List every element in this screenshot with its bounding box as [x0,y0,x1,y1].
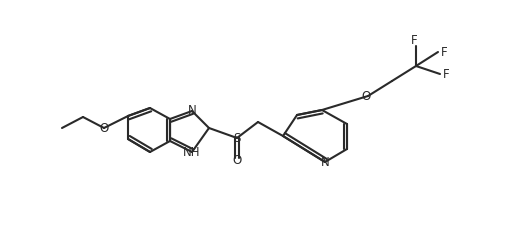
Text: N: N [188,104,196,117]
Text: O: O [233,154,242,168]
Text: F: F [411,34,417,48]
Text: O: O [361,89,371,103]
Text: F: F [441,45,447,58]
Text: O: O [99,121,108,134]
Text: F: F [443,68,449,80]
Text: N: N [321,155,330,168]
Text: S: S [234,131,241,144]
Text: NH: NH [183,145,201,158]
